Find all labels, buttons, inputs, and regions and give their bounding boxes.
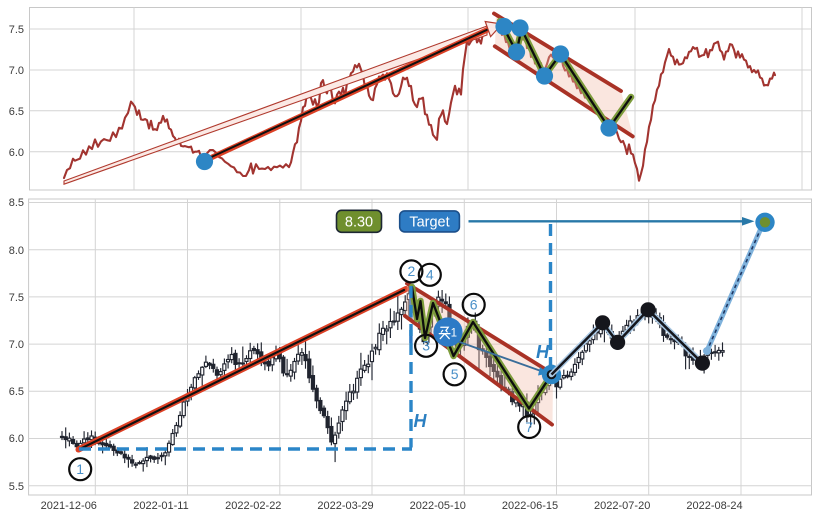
- svg-text:6.5: 6.5: [9, 386, 24, 398]
- svg-text:H: H: [414, 411, 428, 431]
- svg-text:5.5: 5.5: [9, 481, 24, 493]
- svg-text:6.0: 6.0: [9, 147, 24, 159]
- svg-text:2022-08-24: 2022-08-24: [686, 500, 742, 512]
- svg-text:1: 1: [451, 328, 457, 340]
- svg-text:1: 1: [76, 461, 84, 477]
- svg-text:6.0: 6.0: [9, 433, 24, 445]
- svg-text:2021-12-06: 2021-12-06: [41, 500, 97, 512]
- svg-text:7.0: 7.0: [9, 339, 24, 351]
- svg-text:6.5: 6.5: [9, 106, 24, 118]
- svg-text:2022-03-29: 2022-03-29: [317, 500, 373, 512]
- svg-text:3: 3: [422, 338, 430, 354]
- svg-text:8.0: 8.0: [9, 245, 24, 257]
- svg-text:2: 2: [408, 263, 416, 279]
- svg-text:8.5: 8.5: [9, 197, 24, 209]
- svg-text:7.0: 7.0: [9, 65, 24, 77]
- svg-text:4: 4: [426, 267, 434, 283]
- svg-text:H: H: [536, 342, 550, 362]
- svg-text:Target: Target: [409, 215, 449, 231]
- svg-text:7.5: 7.5: [9, 24, 24, 36]
- svg-text:7.5: 7.5: [9, 292, 24, 304]
- svg-text:2022-05-10: 2022-05-10: [410, 500, 466, 512]
- svg-text:2022-01-11: 2022-01-11: [133, 500, 188, 512]
- svg-text:5: 5: [451, 366, 459, 382]
- svg-text:2022-06-15: 2022-06-15: [502, 500, 558, 512]
- svg-text:8.30: 8.30: [345, 215, 373, 231]
- svg-text:7: 7: [525, 419, 533, 435]
- svg-text:2022-02-22: 2022-02-22: [225, 500, 281, 512]
- svg-text:6: 6: [470, 297, 478, 313]
- svg-text:2022-07-20: 2022-07-20: [594, 500, 650, 512]
